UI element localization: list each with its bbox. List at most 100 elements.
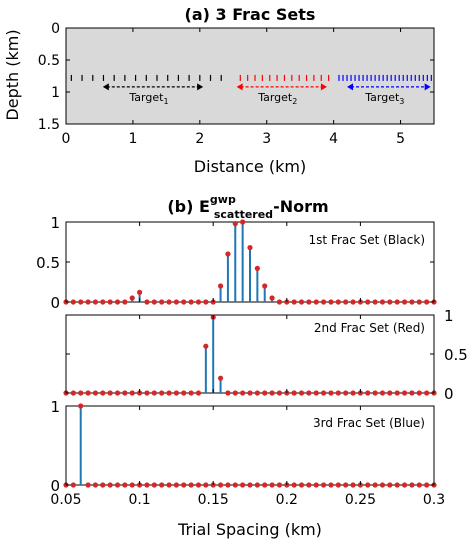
target-label-sub: 1 (163, 97, 168, 106)
y-tick-label: 1 (50, 398, 60, 416)
stem-marker (159, 390, 165, 396)
subplot-frame (65, 405, 435, 486)
stem-marker (107, 482, 113, 488)
stem-marker (144, 299, 150, 305)
target-label-sub: 3 (399, 97, 404, 106)
stem-marker (328, 390, 334, 396)
stem-marker (240, 219, 246, 225)
stem-marker (247, 245, 253, 251)
stem-marker (114, 299, 121, 305)
stem-marker (298, 390, 305, 396)
stem-marker (350, 299, 356, 305)
stem-marker (188, 482, 194, 488)
stem-subplot-2: 0 0.5 1 2nd Frac Set (Red) (63, 307, 468, 403)
stem-marker (151, 390, 157, 396)
stem-marker (313, 390, 319, 396)
panel-a-xlabel: Distance (km) (194, 157, 306, 176)
stem-marker (92, 390, 99, 396)
stem-marker (372, 299, 378, 305)
stem-marker (379, 482, 386, 488)
stem-marker (166, 390, 172, 396)
stem-marker (276, 390, 283, 396)
stem-marker (107, 299, 113, 305)
x-tick-label: 3 (262, 131, 271, 147)
stem-marker (159, 482, 165, 488)
x-tick-label: 0.2 (276, 492, 298, 508)
subplot-label: 3rd Frac Set (Blue) (313, 416, 425, 430)
stem-marker (291, 482, 297, 488)
target-arrow-head-left (347, 83, 354, 91)
stem-marker (122, 482, 128, 488)
stem-marker (298, 299, 305, 305)
stem-marker (424, 390, 430, 396)
stem-marker (394, 482, 400, 488)
stem-marker (335, 299, 341, 305)
stem-marker (379, 299, 386, 305)
stem-marker (269, 390, 275, 396)
stem-marker (78, 299, 84, 305)
stem-marker (254, 390, 260, 396)
stem-marker (328, 482, 334, 488)
y-tick-label: 0 (51, 21, 60, 37)
x-tick-label: 0.3 (423, 492, 445, 508)
stem-marker (114, 482, 121, 488)
x-tick-label: 2 (195, 131, 204, 147)
stem-marker (173, 390, 179, 396)
stem-marker (78, 390, 84, 396)
stem-marker (225, 251, 231, 257)
stem-marker (298, 482, 305, 488)
stem-subplot-3: 0 1 0.05 0.1 0.15 0.2 0.25 0.3 3rd Frac Set (Blu… (50, 398, 445, 508)
stem-marker (401, 390, 408, 396)
stem-marker (409, 299, 415, 305)
stem-marker (232, 482, 238, 488)
stem-marker (306, 299, 312, 305)
stem-marker (269, 295, 275, 301)
stem-marker (144, 482, 150, 488)
y-tick-label: 0.5 (444, 346, 468, 364)
stem-marker (100, 390, 106, 396)
stem-marker (195, 390, 202, 396)
y-tick-label: 0 (50, 477, 60, 495)
stem-marker (151, 482, 157, 488)
x-tick-label: 0.25 (345, 492, 376, 508)
target-1-label: Target1 (128, 91, 168, 106)
target-arrow-head-left (102, 83, 109, 91)
stem-marker (85, 482, 91, 488)
y-tick-label: 1.5 (38, 117, 60, 133)
stem-marker (262, 283, 268, 289)
stem-marker (137, 289, 143, 295)
stem-marker (247, 482, 253, 488)
stem-marker (195, 299, 202, 305)
panel-a-background (66, 28, 434, 124)
stem-marker (181, 299, 187, 305)
stem-marker (424, 299, 430, 305)
x-tick-label: 0.1 (128, 492, 150, 508)
stem-marker (70, 390, 76, 396)
x-tick-label: 0.05 (50, 492, 81, 508)
stem-marker (166, 482, 172, 488)
subplot-label: 1st Frac Set (Black) (309, 233, 425, 247)
stem-marker (306, 390, 312, 396)
stem-marker (254, 265, 260, 271)
stem-marker (217, 482, 224, 488)
x-tick-label: 5 (396, 131, 405, 147)
stem-marker (365, 299, 371, 305)
stem-marker (159, 299, 165, 305)
stem-marker (254, 482, 260, 488)
panel-b-scattered-norm: (b) Egwp scattered-Norm Trial Spacing (km… (36, 193, 468, 539)
panel-a-title: (a) 3 Frac Sets (185, 5, 316, 24)
target-arrow-head-right (424, 83, 431, 91)
stem-marker (291, 390, 297, 396)
stem-marker (409, 482, 415, 488)
x-tick-label: 0.15 (198, 492, 229, 508)
y-tick-label: 1 (444, 307, 454, 325)
stem-marker (394, 390, 400, 396)
stem-marker (217, 375, 224, 381)
stem-marker (379, 390, 386, 396)
target-3-label: Target3 (364, 91, 404, 106)
target-arrow-head-left (236, 83, 243, 91)
stem-marker (313, 482, 319, 488)
stem-marker (350, 482, 356, 488)
stem-marker (247, 390, 253, 396)
